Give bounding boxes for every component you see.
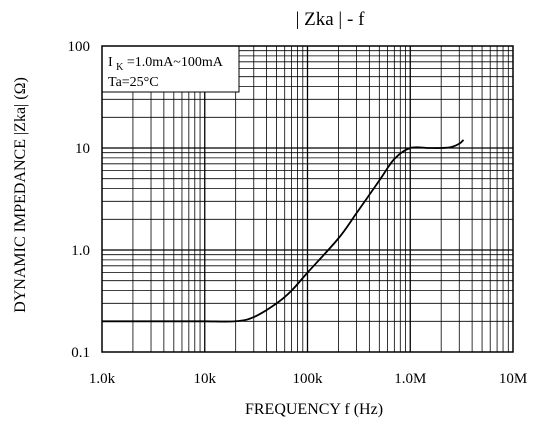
annotation-box: I K =1.0mA~100mA Ta=25°C bbox=[101, 45, 240, 93]
x-tick-label: 100k bbox=[293, 371, 324, 387]
x-tick-label: 1.0M bbox=[394, 371, 426, 387]
annotation-line-2: Ta=25°C bbox=[108, 75, 159, 90]
y-tick-label: 1.0 bbox=[71, 243, 90, 259]
annotation-line-1-prefix: I bbox=[108, 55, 113, 70]
x-tick-label: 10M bbox=[499, 371, 527, 387]
impedance-curve bbox=[101, 139, 465, 323]
x-tick-label: 10k bbox=[194, 371, 217, 387]
annotation-line-1: I K =1.0mA~100mA bbox=[108, 55, 224, 74]
y-tick-label: 10 bbox=[75, 141, 90, 157]
chart-title: | Zka | - f bbox=[296, 9, 365, 30]
y-axis-label: DYNAMIC IMPEDANCE |Zka| (Ω) bbox=[12, 77, 29, 313]
x-axis-label: FREQUENCY f (Hz) bbox=[245, 401, 383, 418]
y-tick-label: 100 bbox=[68, 39, 91, 55]
y-tick-label: 0.1 bbox=[71, 345, 90, 361]
tick-labels: 1.0k 10k 100k 1.0M 10M 0.1 1.0 10 100 bbox=[68, 39, 528, 387]
x-tick-label: 1.0k bbox=[89, 371, 116, 387]
annotation-line-1-rest: =1.0mA~100mA bbox=[127, 55, 224, 70]
plot-frame bbox=[101, 45, 514, 353]
series-group bbox=[101, 139, 465, 323]
annotation-line-1-sub: K bbox=[116, 62, 124, 73]
